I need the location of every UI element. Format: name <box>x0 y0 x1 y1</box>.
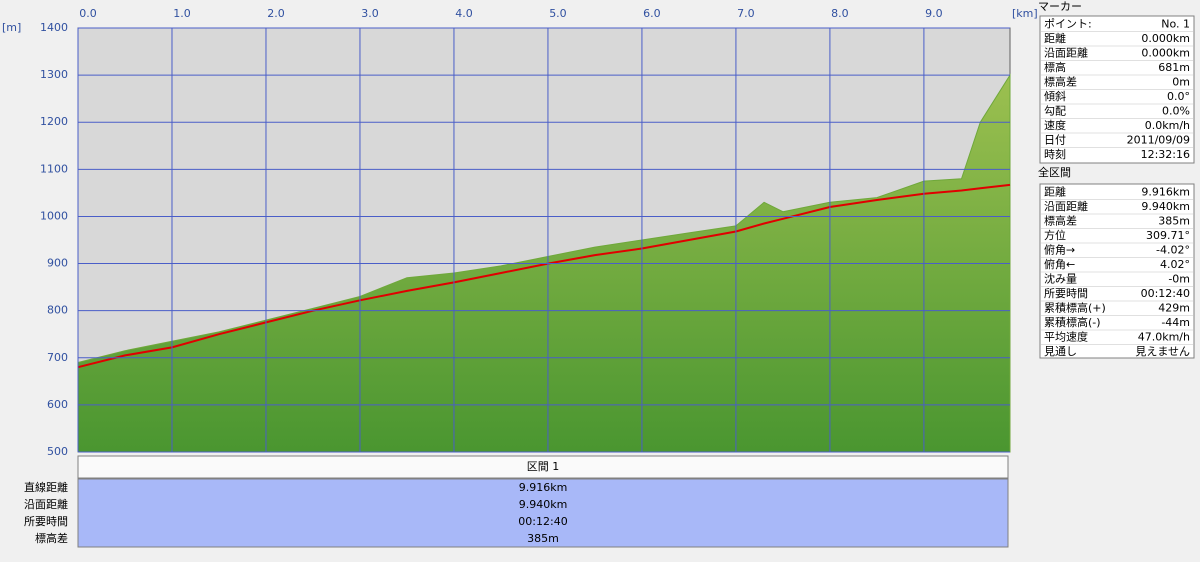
panel-label: 時刻 <box>1044 147 1066 161</box>
panel-label: 沈み量 <box>1044 272 1077 286</box>
panel-label: 標高差 <box>1044 75 1077 89</box>
summary-label: 所要時間 <box>24 515 68 528</box>
summary-body <box>77 478 1009 548</box>
panel-value: 9.940km <box>1141 200 1190 213</box>
x-tick-label: 5.0 <box>549 7 567 20</box>
x-tick-label: 2.0 <box>267 7 285 20</box>
x-tick-label: 0.0 <box>79 7 97 20</box>
panel-value: 429m <box>1158 302 1190 315</box>
panel-value: 12:32:16 <box>1141 148 1190 161</box>
y-tick-label: 700 <box>47 351 68 364</box>
panel-value: 0.0° <box>1167 90 1190 103</box>
summary-header: 区間 1 <box>527 460 560 473</box>
panels: ポイント: No. 1 距離 0.000km 沿面距離 0.000km 標高 681m 標高差 0… <box>1041 18 1193 358</box>
panel-label: 勾配 <box>1044 105 1066 118</box>
panel-label: 方位 <box>1044 228 1066 242</box>
panel-value: 309.71° <box>1146 229 1190 242</box>
summary-label: 沿面距離 <box>24 497 68 511</box>
panel-label: 日付 <box>1044 134 1066 147</box>
total-box <box>1039 183 1195 359</box>
x-tick-label: 9.0 <box>925 7 943 20</box>
panel-value: 681m <box>1158 61 1190 74</box>
panel-label: 平均速度 <box>1044 330 1088 344</box>
y-tick-label: 1400 <box>40 21 68 34</box>
panel-label: 俯角← <box>1044 257 1075 271</box>
panel-value: 0.000km <box>1141 32 1190 45</box>
y-tick-label: 1100 <box>40 162 68 175</box>
y-tick-label: 500 <box>47 445 68 458</box>
panel-value: 0.0km/h <box>1145 119 1190 132</box>
total-title: 全区間 <box>1038 165 1071 179</box>
summary: 直線距離 9.916km 沿面距離 9.940km 所要時間 00:12:40 標高差 385… <box>24 480 568 545</box>
panel-value: 0m <box>1172 76 1190 89</box>
x-tick-label: 3.0 <box>361 7 379 20</box>
panel-value: 0.0% <box>1162 105 1190 118</box>
y-tick-label: 1000 <box>40 209 68 222</box>
x-tick-label: 4.0 <box>455 7 473 20</box>
y-tick-label: 900 <box>47 257 68 270</box>
panel-value: -4.02° <box>1156 244 1190 257</box>
panel-label: 標高 <box>1044 60 1066 74</box>
summary-value: 9.940km <box>519 498 568 511</box>
panel-value: 0.000km <box>1141 47 1190 60</box>
x-tick-label: 7.0 <box>737 7 755 20</box>
panel-value: 2011/09/09 <box>1127 134 1190 147</box>
panel-value: 見えません <box>1135 345 1190 358</box>
panel-label: 距離 <box>1044 185 1066 199</box>
marker-title: マーカー <box>1038 0 1082 13</box>
y-tick-label: 1200 <box>40 115 68 128</box>
route-line <box>77 183 1011 369</box>
y-unit: [m] <box>2 21 21 34</box>
panel-label: 沿面距離 <box>1044 199 1088 213</box>
panel-label: ポイント: <box>1044 18 1092 31</box>
panel-value: 4.02° <box>1160 258 1190 271</box>
y-tick-label: 1300 <box>40 68 68 81</box>
summary-value: 385m <box>527 532 559 545</box>
panel-label: 俯角→ <box>1044 243 1075 257</box>
panel-label: 所要時間 <box>1044 287 1088 300</box>
panel-label: 累積標高(+) <box>1044 301 1106 315</box>
panel-label: 沿面距離 <box>1044 46 1088 60</box>
panel-value: 00:12:40 <box>1141 287 1190 300</box>
panel-value: 9.916km <box>1141 186 1190 199</box>
x-tick-label: 6.0 <box>643 7 661 20</box>
x-unit: [km] <box>1012 7 1038 20</box>
panel-value: 385m <box>1158 215 1190 228</box>
summary-value: 00:12:40 <box>518 515 567 528</box>
y-tick-label: 800 <box>47 304 68 317</box>
plot <box>77 27 1011 453</box>
panel-value: No. 1 <box>1161 18 1190 31</box>
panel-label: 累積標高(-) <box>1044 315 1101 329</box>
summary-label: 直線距離 <box>24 480 68 494</box>
summary-header-box <box>77 455 1009 479</box>
panel-value: -44m <box>1161 316 1190 329</box>
summary-label: 標高差 <box>35 531 68 545</box>
panel-label: 距離 <box>1044 31 1066 45</box>
panel-label: 速度 <box>1044 118 1066 132</box>
panel-value: 47.0km/h <box>1138 331 1190 344</box>
panel-label: 標高差 <box>1044 214 1077 228</box>
panel-label: 見通し <box>1044 345 1077 358</box>
summary-value: 9.916km <box>519 481 568 494</box>
panel-value: -0m <box>1168 273 1190 286</box>
x-tick-label: 1.0 <box>173 7 191 20</box>
y-tick-label: 600 <box>47 398 68 411</box>
x-tick-label: 8.0 <box>831 7 849 20</box>
panel-label: 傾斜 <box>1044 89 1066 103</box>
